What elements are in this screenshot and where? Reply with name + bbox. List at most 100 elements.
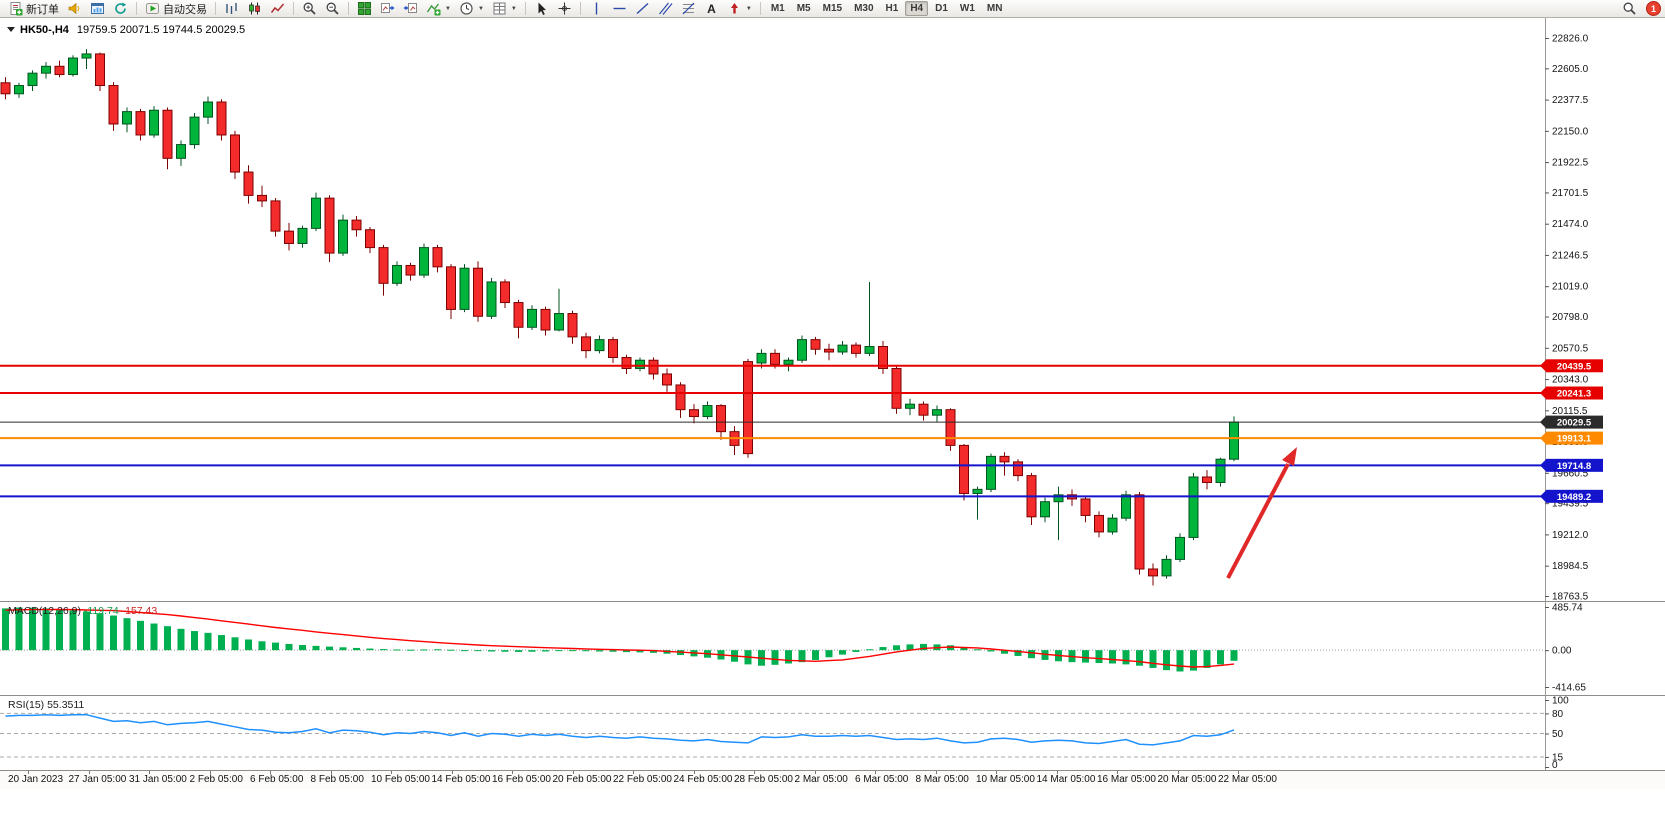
timeframe-M30[interactable]: M30 xyxy=(849,1,878,16)
sound-button[interactable] xyxy=(64,1,85,17)
channel-button[interactable] xyxy=(655,1,676,17)
macd-bar xyxy=(245,639,252,651)
candlestick-button[interactable] xyxy=(244,1,265,17)
macd-bar xyxy=(96,613,104,651)
candle-up xyxy=(702,405,713,418)
candle-up xyxy=(986,455,996,490)
timeframe-H4[interactable]: H4 xyxy=(905,1,929,16)
toolbar-separator xyxy=(759,2,761,15)
macd-bar xyxy=(812,650,819,660)
auto-scroll-button[interactable] xyxy=(400,1,421,17)
candle-up xyxy=(392,264,402,284)
crosshair-button[interactable] xyxy=(554,1,575,17)
caret-down-icon: ▼ xyxy=(510,5,517,12)
chart-shift-button[interactable] xyxy=(377,1,398,17)
time-axis-label: 6 Mar 05:00 xyxy=(855,774,909,785)
trend-arrow-annotation[interactable] xyxy=(1226,447,1297,579)
candle-up xyxy=(1107,517,1118,533)
candle-down xyxy=(243,171,254,196)
trendline-button[interactable] xyxy=(632,1,653,17)
price-badge-notch xyxy=(1540,432,1546,445)
candle-up xyxy=(14,85,24,95)
macd-bar xyxy=(650,650,657,653)
macd-bar xyxy=(191,631,198,651)
time-axis-tick xyxy=(391,771,392,774)
candle-down xyxy=(0,82,11,95)
candle-down xyxy=(810,339,821,350)
time-axis[interactable]: 20 Jan 2023 27 Jan 05:00 31 Jan 05:00 2 Feb… xyxy=(0,770,1665,789)
sound-icon xyxy=(67,1,82,16)
text-button[interactable]: A xyxy=(701,1,722,17)
macd-bar xyxy=(164,626,171,651)
tile-windows-button[interactable] xyxy=(354,1,375,17)
time-axis-tick xyxy=(996,771,997,774)
candle-down xyxy=(1134,494,1145,570)
market-watch-button[interactable] xyxy=(87,1,108,17)
macd-bar xyxy=(609,650,617,652)
timeframe-D1[interactable]: D1 xyxy=(930,1,953,16)
price-pane[interactable]: 22826.0 22605.0 22377.5 22150.0 21922.5 21701… xyxy=(0,18,1665,601)
arrows-icon xyxy=(727,1,742,16)
macd-bar xyxy=(1082,650,1089,663)
toolbar: 新订单 自动交易 ▼ ▼ ▼ A ▼ M1 M5 M15 M30 H1 H4 D1 W1 MN 1 xyxy=(0,0,1665,18)
candle-down xyxy=(716,405,726,433)
candle-down xyxy=(162,109,173,159)
candle-down xyxy=(918,403,929,416)
macd-bar xyxy=(596,650,603,652)
candle-up xyxy=(972,488,983,494)
cursor-button[interactable] xyxy=(531,1,552,17)
macd-bar xyxy=(42,608,50,651)
rsi-axis-label: 0 xyxy=(1552,760,1558,770)
toolbar-right: 1 xyxy=(1618,1,1661,17)
macd-bar xyxy=(839,650,846,655)
search-button[interactable] xyxy=(1619,1,1640,17)
time-axis-tick xyxy=(693,771,695,774)
candle-up xyxy=(81,53,92,59)
rsi-pane[interactable]: 100 80 50 150 RSI(15) 55.3511 xyxy=(0,695,1665,770)
macd-bar xyxy=(447,649,455,651)
candlestick-icon xyxy=(247,1,262,16)
macd-bar xyxy=(542,650,549,652)
timeframe-W1[interactable]: W1 xyxy=(955,1,980,16)
macd-bar xyxy=(866,649,873,651)
candle-down xyxy=(432,247,443,268)
macd-pane[interactable]: 485.74 0.00 -414.65 MACD(12,26,9) -119.74 -… xyxy=(0,601,1665,695)
refresh-button[interactable] xyxy=(110,1,131,17)
timeframe-M5[interactable]: M5 xyxy=(792,1,816,16)
horizontal-lines[interactable] xyxy=(0,364,1545,498)
line-chart-button[interactable] xyxy=(267,1,288,17)
macd-bar xyxy=(29,607,36,651)
time-axis-label: 2 Mar 05:00 xyxy=(794,774,848,785)
fibonacci-button[interactable] xyxy=(678,1,699,17)
collapse-arrow-icon[interactable] xyxy=(7,27,15,32)
price-axis[interactable]: 22826.0 22605.0 22377.5 22150.0 21922.5 21701… xyxy=(1545,34,1589,602)
autotrading-button[interactable]: 自动交易 xyxy=(142,1,210,17)
notification-badge[interactable]: 1 xyxy=(1646,1,1661,16)
new-order-button[interactable]: 新订单 xyxy=(5,1,62,17)
macd-bar xyxy=(555,650,563,652)
price-axis-label: 22605.0 xyxy=(1552,64,1589,75)
templates-button[interactable]: ▼ xyxy=(489,1,520,17)
line-chart-icon xyxy=(270,1,285,16)
periods-button[interactable]: ▼ xyxy=(456,1,487,17)
bar-chart-button[interactable] xyxy=(221,1,242,17)
macd-bar xyxy=(1028,650,1035,659)
candle-up xyxy=(486,281,497,317)
zoom-in-button[interactable] xyxy=(299,1,320,17)
timeframe-M1[interactable]: M1 xyxy=(766,1,790,16)
macd-bar xyxy=(1109,650,1116,664)
zoom-out-button[interactable] xyxy=(322,1,343,17)
arrows-button[interactable]: ▼ xyxy=(724,1,755,17)
candle-up xyxy=(176,144,186,159)
timeframe-M15[interactable]: M15 xyxy=(818,1,847,16)
candle-down xyxy=(473,267,483,317)
zoom-in-icon xyxy=(302,1,317,16)
hline-button[interactable] xyxy=(609,1,630,17)
time-axis-label: 22 Mar 05:00 xyxy=(1218,774,1277,785)
timeframe-MN[interactable]: MN xyxy=(982,1,1008,16)
candle-down xyxy=(284,230,294,244)
vline-button[interactable] xyxy=(586,1,607,17)
timeframe-H1[interactable]: H1 xyxy=(881,1,904,16)
macd-bar xyxy=(960,647,968,651)
indicators-button[interactable]: ▼ xyxy=(423,1,454,17)
